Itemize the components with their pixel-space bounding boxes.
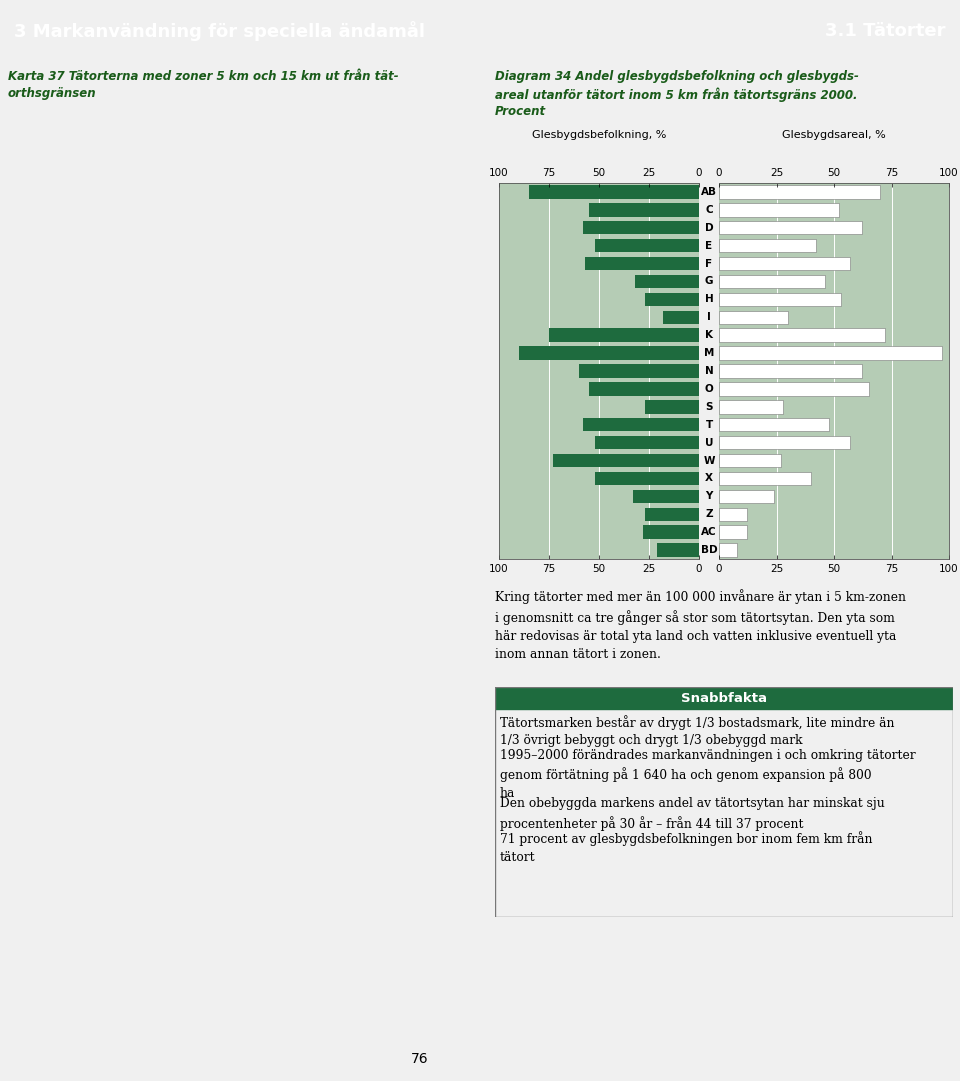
X-axis label: Glesbygdsbefolkning, %: Glesbygdsbefolkning, %	[532, 130, 666, 139]
Text: 3 Markanvändning för speciella ändamål: 3 Markanvändning för speciella ändamål	[14, 22, 425, 41]
Text: 1995–2000 förändrades markanvändningen i och omkring tätorter
genom förtätning p: 1995–2000 förändrades markanvändningen i…	[500, 749, 916, 800]
Bar	[579, 364, 699, 377]
Bar	[549, 329, 699, 342]
Text: Y: Y	[706, 492, 712, 502]
Text: Diagram 34 Andel glesbygdsbefolkning och glesbygds-
areal utanför tätort inom 5 : Diagram 34 Andel glesbygdsbefolkning och…	[495, 70, 859, 118]
Bar	[583, 418, 699, 431]
Text: G: G	[705, 277, 713, 286]
Bar	[633, 490, 699, 503]
Text: K: K	[705, 330, 713, 341]
Bar	[663, 310, 699, 324]
Text: F: F	[706, 258, 712, 268]
Text: N: N	[705, 366, 713, 376]
Text: AB: AB	[701, 187, 717, 197]
Bar	[719, 310, 788, 324]
Bar	[719, 544, 737, 557]
Bar	[719, 257, 851, 270]
Bar	[719, 507, 747, 521]
Bar	[719, 185, 880, 199]
Bar	[719, 239, 816, 252]
Bar	[657, 544, 699, 557]
Text: X: X	[705, 473, 713, 483]
Text: 76: 76	[411, 1052, 429, 1066]
Text: U: U	[705, 438, 713, 448]
Bar	[719, 346, 942, 360]
Bar	[719, 275, 825, 289]
Text: BD: BD	[701, 545, 717, 555]
Text: D: D	[705, 223, 713, 232]
Text: Den obebyggda markens andel av tätortsytan har minskat sju
procentenheter på 30 : Den obebyggda markens andel av tätortsyt…	[500, 798, 885, 830]
Text: S: S	[706, 402, 712, 412]
Bar	[635, 275, 699, 289]
Bar	[595, 471, 699, 485]
Bar	[719, 221, 862, 235]
Bar	[645, 507, 699, 521]
Text: O: O	[705, 384, 713, 393]
Text: 3.1 Tätorter: 3.1 Tätorter	[825, 23, 946, 40]
Text: AC: AC	[701, 528, 717, 537]
Text: I: I	[708, 312, 711, 322]
Bar	[585, 257, 699, 270]
Bar	[719, 293, 841, 306]
Bar	[645, 400, 699, 414]
X-axis label: Glesbygdsareal, %: Glesbygdsareal, %	[782, 130, 886, 139]
Bar	[583, 221, 699, 235]
Text: T: T	[706, 419, 712, 430]
Text: E: E	[706, 241, 712, 251]
Bar	[589, 383, 699, 396]
Bar	[719, 436, 851, 450]
Bar	[719, 454, 781, 467]
Bar	[719, 203, 839, 216]
Text: Snabbfakta: Snabbfakta	[681, 692, 767, 705]
Bar	[529, 185, 699, 199]
Bar	[553, 454, 699, 467]
Bar	[719, 418, 829, 431]
Bar	[495, 688, 953, 709]
Bar	[719, 383, 869, 396]
Bar	[595, 436, 699, 450]
Bar	[643, 525, 699, 538]
Bar	[719, 364, 862, 377]
Text: Kring tätorter med mer än 100 000 invånare är ytan i 5 km-zonen
i genomsnitt ca : Kring tätorter med mer än 100 000 invåna…	[495, 589, 906, 660]
Text: H: H	[705, 294, 713, 305]
Bar	[719, 329, 884, 342]
Text: C: C	[706, 205, 713, 215]
Text: Tätortsmarken består av drygt 1/3 bostadsmark, lite mindre än
1/3 övrigt bebyggt: Tätortsmarken består av drygt 1/3 bostad…	[500, 715, 895, 747]
Text: 71 procent av glesbygdsbefolkningen bor inom fem km från
tätort: 71 procent av glesbygdsbefolkningen bor …	[500, 831, 873, 864]
Bar	[519, 346, 699, 360]
Bar	[719, 490, 774, 503]
Bar	[719, 400, 783, 414]
Text: W: W	[704, 455, 715, 466]
Text: Z: Z	[706, 509, 713, 519]
Bar	[645, 293, 699, 306]
Bar	[595, 239, 699, 252]
Text: Karta 37 Tätorterna med zoner 5 km och 15 km ut från tät-
orthsgränsen: Karta 37 Tätorterna med zoner 5 km och 1…	[8, 70, 398, 99]
Bar	[719, 525, 747, 538]
Bar	[589, 203, 699, 216]
Text: M: M	[704, 348, 714, 358]
Bar	[719, 471, 811, 485]
